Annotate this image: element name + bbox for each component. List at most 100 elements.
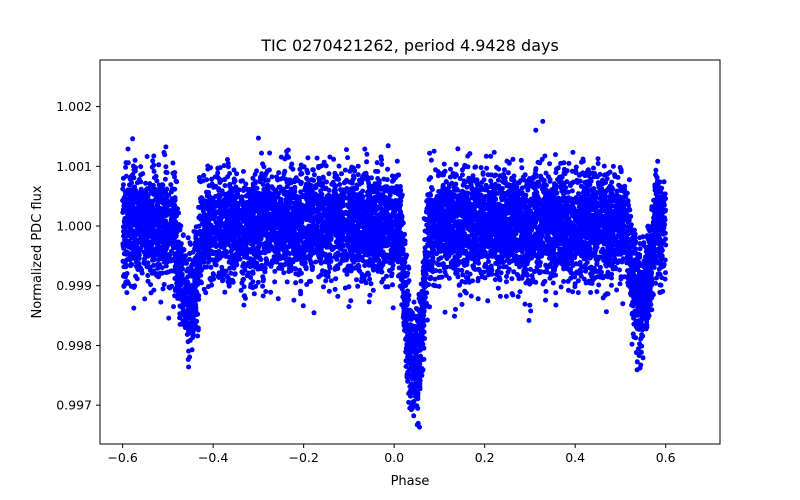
data-point [566,198,572,204]
data-point [570,149,576,155]
data-point [503,293,509,299]
data-point [336,163,342,169]
data-point [187,240,193,246]
data-point [637,246,643,252]
data-point [546,174,551,180]
data-point [355,172,361,178]
data-point [297,166,303,172]
data-point [610,163,616,169]
data-point [448,166,453,172]
data-point [368,281,374,287]
data-point [497,277,503,283]
data-point [555,165,561,171]
data-point [542,153,548,159]
data-point [346,304,352,310]
data-point [661,179,667,185]
data-point [151,262,157,268]
data-point [130,172,136,178]
data-point [588,290,594,295]
data-point [449,180,455,186]
data-point [453,161,459,167]
data-point [406,265,412,271]
data-point [485,298,491,304]
data-point [568,275,574,281]
data-point [193,224,199,230]
data-point [221,163,227,169]
data-point [505,170,511,176]
data-point [561,279,567,284]
data-point [543,289,549,294]
data-point [514,272,520,277]
data-point [553,290,559,296]
data-point [596,282,602,288]
data-point [344,147,349,153]
data-point [260,283,266,289]
data-point [517,289,523,295]
data-point [570,202,576,208]
data-point [587,265,593,271]
data-point [275,296,281,302]
data-point [328,278,334,284]
data-point [298,278,304,284]
data-point [321,159,327,165]
data-point [298,189,304,195]
data-point [130,136,136,142]
data-point [260,278,266,284]
data-point [436,283,442,289]
data-point [428,157,434,163]
data-point [470,178,476,184]
data-point [595,161,601,166]
data-point [209,176,215,182]
data-point [492,277,498,283]
data-point [327,264,333,270]
data-point [385,284,391,290]
data-point [509,276,515,282]
data-point [170,160,176,166]
data-point [540,118,546,124]
data-point [415,420,421,426]
data-point [269,258,275,264]
data-point [617,281,623,287]
data-point [662,191,668,197]
data-point [209,282,215,288]
data-point [186,364,192,370]
data-point [427,150,433,156]
data-point [604,176,610,182]
data-point [594,289,600,295]
data-point [431,148,437,154]
data-point [123,164,129,170]
data-point [527,302,533,308]
data-point [251,291,257,297]
data-point [379,161,385,167]
data-point [164,170,170,176]
data-point [575,278,581,284]
data-point [232,271,238,277]
data-point [254,185,260,191]
data-point [303,181,309,187]
data-point [432,283,438,289]
data-point [478,165,484,171]
data-point [463,275,469,280]
data-point [158,299,164,305]
data-point [569,188,575,194]
data-point [452,313,457,319]
data-point [206,183,212,189]
data-point [300,303,306,309]
data-point [528,308,534,314]
data-point [657,282,663,288]
data-point [595,156,601,162]
data-point [553,170,559,176]
data-point [227,265,233,271]
data-point [148,282,154,288]
data-point [243,181,249,187]
data-point [422,245,428,251]
data-point [612,172,618,178]
data-point [501,167,507,173]
data-point [282,176,288,182]
data-point [519,165,525,171]
data-point [284,279,290,285]
data-point [653,280,658,286]
data-point [222,183,228,189]
data-point [384,273,389,279]
